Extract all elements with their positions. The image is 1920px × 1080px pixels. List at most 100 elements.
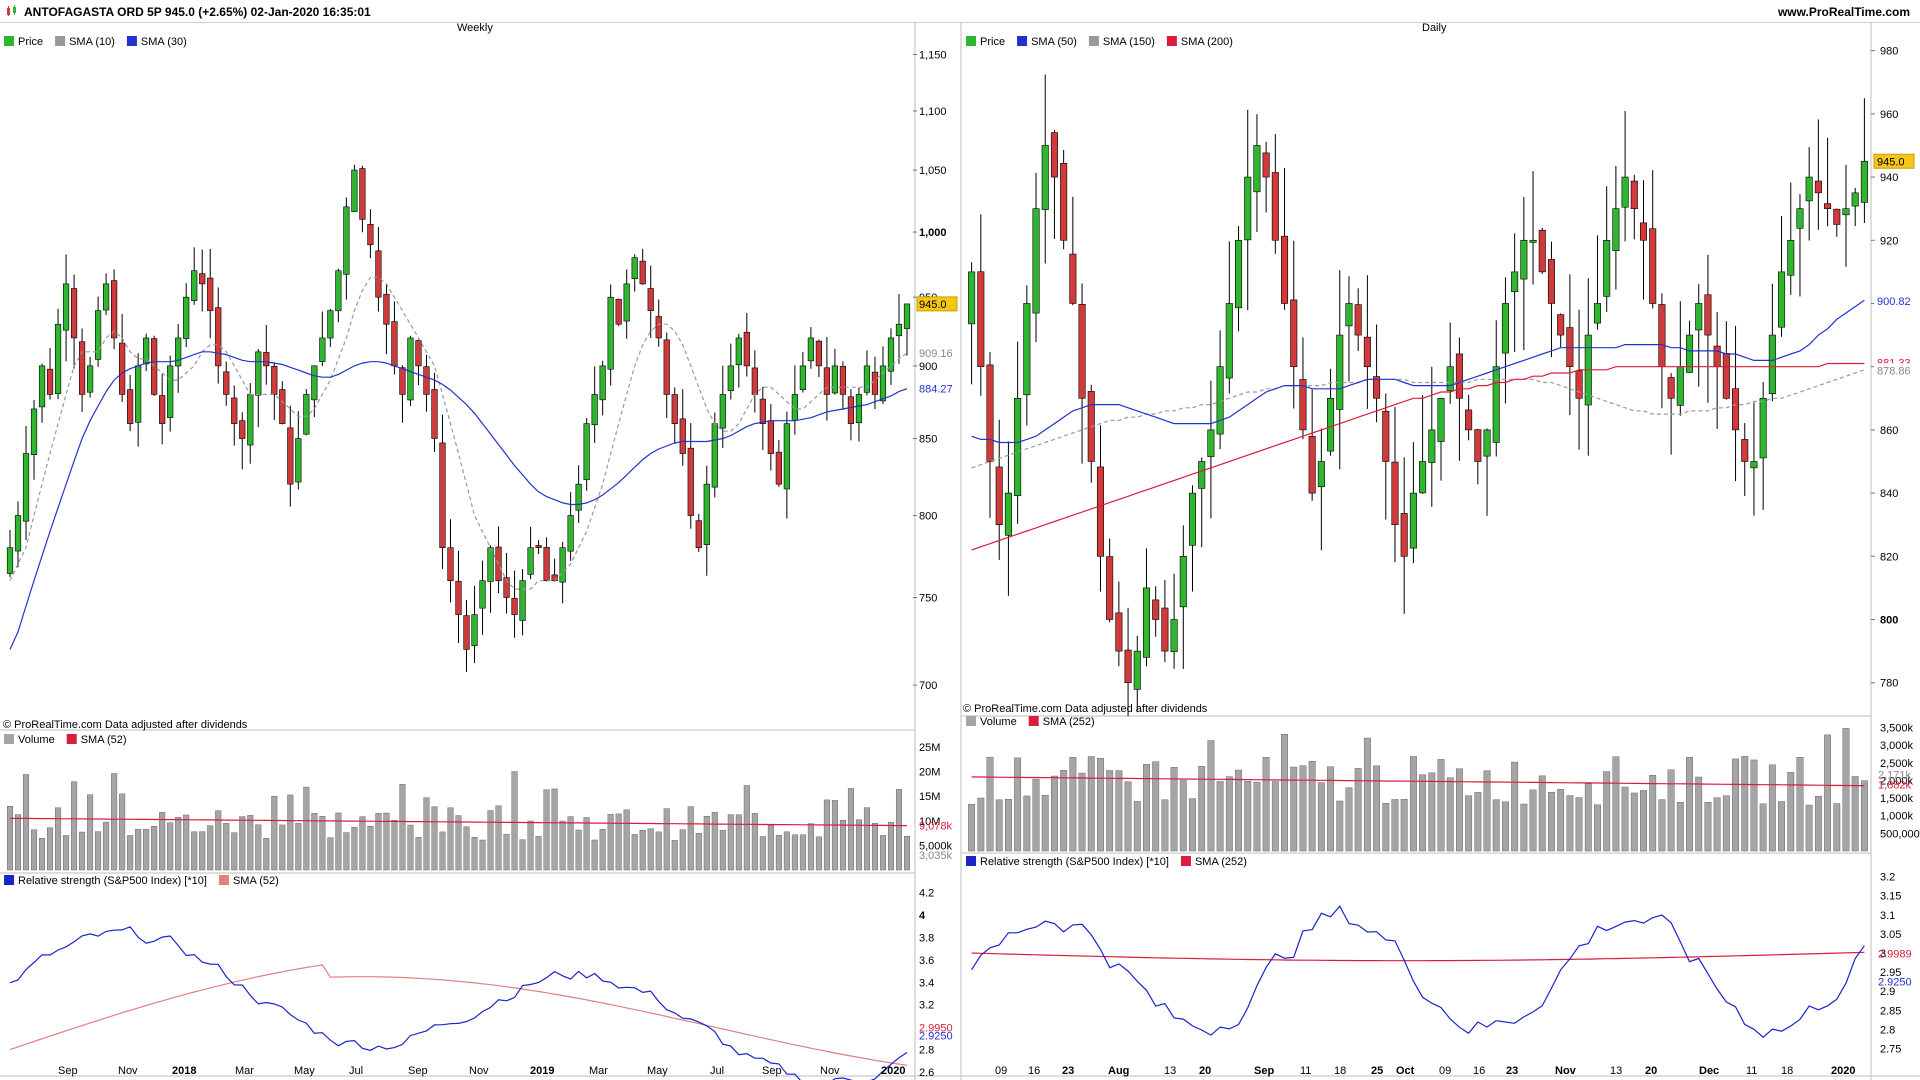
daily-volume-bar	[1004, 799, 1012, 852]
daily-candle	[1630, 180, 1638, 209]
weekly-candle	[247, 394, 254, 446]
title-bar: ANTOFAGASTA ORD 5P 945.0 (+2.65%) 02-Jan…	[0, 0, 1920, 23]
daily-volume-bar	[1548, 792, 1555, 852]
weekly-rs-tick: 3.8	[919, 932, 934, 944]
weekly-candle	[887, 337, 895, 372]
daily-volume-bar	[1078, 772, 1086, 852]
daily-volume-tick: 2,500k	[1880, 758, 1914, 770]
site-link[interactable]: www.ProRealTime.com	[1777, 5, 1910, 19]
daily-candle	[1511, 271, 1519, 293]
weekly-candle	[671, 394, 678, 424]
daily-price-tag-label: 945.0	[1877, 156, 1905, 168]
weekly-rs-line	[9, 926, 908, 1080]
daily-candle	[1778, 271, 1786, 328]
weekly-candle	[423, 366, 430, 395]
weekly-candle	[183, 296, 190, 339]
daily-volume-bar	[1612, 756, 1620, 852]
weekly-x-tick-label: Nov	[469, 1065, 489, 1077]
daily-volume-legend-label: Volume	[980, 716, 1017, 728]
weekly-candle	[799, 365, 806, 391]
weekly-volume-bar	[535, 836, 542, 871]
weekly-volume-bar	[623, 809, 630, 871]
weekly-candle	[807, 337, 814, 362]
daily-volume-bar	[1115, 770, 1123, 852]
daily-volume-tick: 2,000k	[1880, 775, 1914, 787]
daily-price-legend-swatch	[1088, 36, 1099, 46]
weekly-rs-legend-swatch	[218, 875, 229, 885]
weekly-volume-bar	[23, 774, 30, 871]
daily-volume-bar	[1400, 799, 1408, 852]
weekly-candle	[303, 394, 310, 435]
weekly-candle	[511, 597, 518, 615]
weekly-candle	[519, 580, 526, 621]
daily-volume-bar	[1474, 792, 1482, 852]
daily-rs-sma-line	[971, 951, 1865, 962]
weekly-volume-bar	[839, 819, 846, 871]
daily-candle	[1741, 439, 1749, 462]
daily-candle	[1409, 492, 1417, 549]
daily-x-tick-label: 16	[1473, 1065, 1485, 1077]
weekly-volume-bar	[175, 817, 182, 871]
weekly-candle	[159, 395, 166, 424]
daily-volume-bar	[1621, 786, 1629, 852]
daily-candle	[1860, 160, 1868, 203]
weekly-candle	[679, 418, 686, 454]
weekly-volume-tick: 10M	[919, 816, 940, 828]
weekly-volume-bar	[383, 812, 390, 871]
daily-candle	[1336, 334, 1344, 410]
daily-price-legend-label: Price	[980, 36, 1005, 48]
weekly-candle	[231, 397, 238, 424]
daily-sma200-line	[971, 362, 1865, 551]
weekly-volume-bar	[631, 834, 638, 871]
weekly-volume-bar	[255, 824, 262, 871]
weekly-volume-bar	[807, 823, 814, 871]
daily-volume-bar	[1465, 795, 1473, 852]
weekly-candle	[895, 323, 903, 337]
daily-volume-bar	[1345, 787, 1353, 852]
weekly-volume-bar	[63, 835, 70, 871]
daily-candle	[1078, 303, 1086, 399]
weekly-candle	[471, 614, 478, 646]
daily-volume-bar	[1179, 780, 1187, 852]
weekly-candle	[223, 371, 230, 395]
weekly-volume-bar	[399, 784, 406, 871]
daily-x-tick-label: 09	[1439, 1065, 1451, 1077]
weekly-volume-bar	[815, 836, 822, 871]
daily-volume-bar	[1603, 771, 1611, 852]
daily-candle	[1501, 303, 1509, 354]
weekly-candle	[6, 547, 14, 574]
weekly-volume-bar	[151, 826, 158, 871]
daily-volume-bar	[1630, 792, 1638, 852]
weekly-volume-bar	[695, 833, 702, 871]
daily-candle	[1317, 461, 1325, 488]
daily-candle	[1474, 429, 1482, 462]
daily-volume-legend-swatch	[1028, 716, 1039, 726]
daily-candle	[1796, 208, 1804, 229]
weekly-candle	[735, 337, 742, 366]
daily-volume-bar	[1640, 790, 1647, 852]
weekly-candle	[175, 337, 182, 367]
daily-volume-bar	[1023, 795, 1031, 852]
weekly-volume-bar	[895, 789, 902, 871]
weekly-price-legend-label: SMA (10)	[69, 36, 115, 48]
daily-rs-tick: 3.2	[1880, 872, 1895, 884]
daily-volume-bar	[1290, 766, 1298, 852]
daily-candle	[1032, 208, 1040, 314]
daily-candle	[1271, 172, 1279, 241]
daily-volume-bar	[1087, 756, 1095, 852]
weekly-price-tag-label: 884.27	[919, 383, 953, 395]
weekly-volume-bar	[887, 821, 894, 871]
weekly-volume-bar	[159, 812, 166, 871]
daily-candle	[1437, 397, 1445, 442]
weekly-rs-tick: 3.6	[919, 955, 934, 967]
weekly-rs-tick: 4.2	[919, 888, 934, 900]
weekly-rs-sma-line	[9, 964, 908, 1066]
daily-volume-bar	[1106, 770, 1114, 852]
daily-price-legend-swatch	[966, 36, 976, 46]
weekly-candle	[815, 340, 823, 367]
daily-candle	[1492, 366, 1500, 443]
daily-sma50-line	[971, 299, 1865, 444]
daily-volume-bar	[1511, 761, 1519, 852]
weekly-volume-bar	[831, 800, 838, 871]
